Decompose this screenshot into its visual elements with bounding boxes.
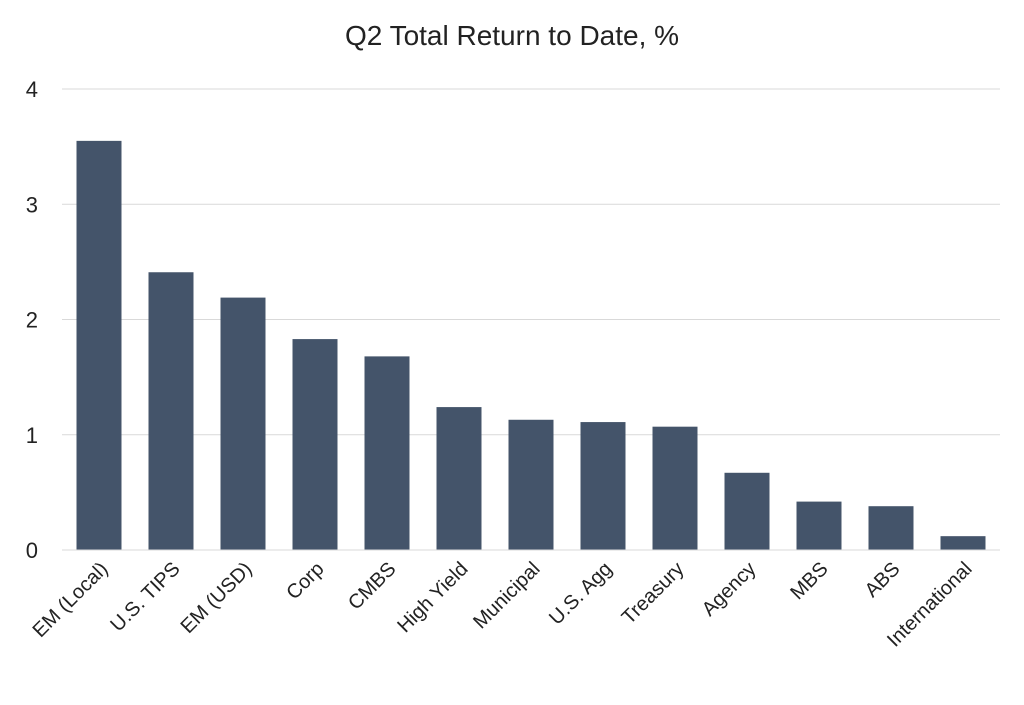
y-tick-label: 3 [26, 192, 38, 217]
bar-em-local [76, 140, 122, 551]
y-tick-label: 1 [26, 423, 38, 448]
bar-em-usd [220, 297, 266, 550]
x-tick-label: U.S. TIPS [106, 558, 184, 636]
y-tick-label: 2 [26, 308, 38, 333]
y-tick-label: 4 [26, 77, 38, 102]
bar-corp [292, 339, 338, 550]
chart-title: Q2 Total Return to Date, % [344, 20, 680, 51]
x-tick-label: CMBS [344, 558, 400, 614]
x-tick-label: Treasury [618, 558, 689, 629]
x-tick-label: EM (USD) [177, 558, 257, 638]
x-tick-label: MBS [786, 558, 832, 604]
x-tick-label: High Yield [393, 558, 472, 637]
bar-municipal [508, 419, 554, 550]
bar-high-yield [436, 407, 482, 550]
y-tick-label: 0 [26, 538, 38, 563]
x-tick-label: Corp [282, 558, 328, 604]
x-tick-label: Agency [698, 558, 761, 621]
bar-abs [868, 506, 914, 550]
bar-u-s-agg [580, 422, 626, 550]
bar-mbs [796, 501, 842, 550]
bar-international [940, 536, 986, 550]
x-tick-label: U.S. Agg [545, 558, 616, 629]
x-tick-label: ABS [861, 558, 905, 602]
bar-cmbs [364, 356, 410, 550]
x-tick-label: Municipal [469, 558, 544, 633]
x-tick-label: EM (Local) [29, 558, 113, 642]
bar-treasury [652, 426, 698, 550]
bar-agency [724, 472, 770, 550]
bar-u-s-tips [148, 272, 194, 550]
